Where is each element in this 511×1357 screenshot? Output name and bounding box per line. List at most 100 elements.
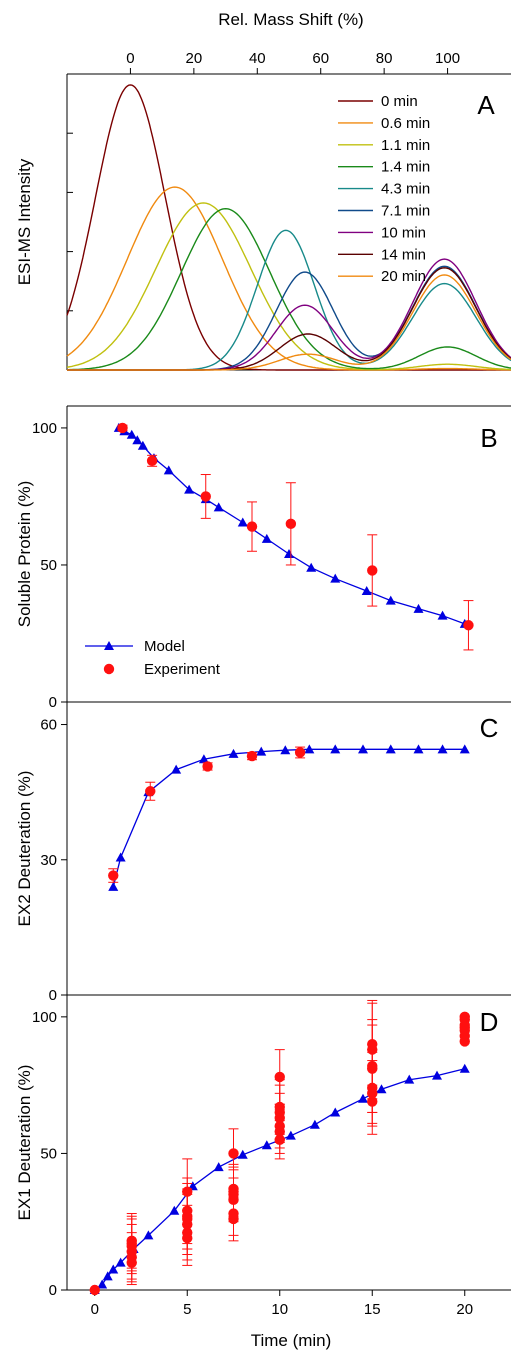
panel-c-y-tick-label: 30 <box>40 852 57 869</box>
panel-d-model-point-14 <box>330 1107 341 1117</box>
panel-a-legend-label-4: 4.3 min <box>381 181 430 198</box>
panel-c-model-point-5 <box>228 748 239 758</box>
panel-c-experiment-point-1 <box>145 786 156 797</box>
panel-b-model-point-3 <box>132 435 143 445</box>
panel-c-model-point-6 <box>256 746 267 756</box>
panel-d-x-tick-label: 20 <box>456 1301 473 1318</box>
panel-d-letter: D <box>480 1007 499 1037</box>
panel-b-letter: B <box>480 423 497 453</box>
panel-a-mass-spectra: 0 20 40 60 80 100 Rel. Mass Shift (%) ESI-MS In… <box>15 10 511 371</box>
panel-a-x-tick-label: 0 <box>126 50 134 67</box>
panel-b-model-point-9 <box>213 502 224 512</box>
panel-b-y-tick-label: 0 <box>49 694 57 711</box>
panel-d-model-point-11 <box>261 1140 272 1150</box>
panel-b-model-point-15 <box>361 586 372 595</box>
panel-c-model-point-10 <box>358 744 368 754</box>
panel-d-experiment-point-0 <box>89 1284 100 1296</box>
panel-a-x-tick-label: 20 <box>186 50 203 67</box>
panel-d-model-point-16 <box>376 1084 387 1094</box>
panel-b-experiment-point-1 <box>146 455 158 467</box>
panel-d-model-point-13 <box>309 1119 320 1129</box>
panel-d-x-tick-label: 15 <box>364 1301 381 1318</box>
panel-a-legend-label-7: 14 min <box>381 246 426 263</box>
panel-a-series-line-1 <box>66 186 511 371</box>
panel-b-y-label: Soluble Protein (%) <box>15 481 34 627</box>
panel-b-y-tick-label: 50 <box>40 557 57 574</box>
panel-c-model-point-11 <box>385 744 396 754</box>
panel-b-legend-experiment-marker <box>103 663 115 675</box>
panel-b-model-point-16 <box>385 595 396 605</box>
panel-c-experiment-point-4 <box>294 747 306 758</box>
panel-d-experiment-point-6 <box>126 1235 137 1247</box>
panel-b-y-tick-label: 100 <box>32 420 57 437</box>
panel-b-model-point-14 <box>330 573 341 583</box>
panel-c-model-point-9 <box>330 744 341 754</box>
panel-d-x-tick-label: 0 <box>91 1301 99 1318</box>
panel-b-model-point-11 <box>261 533 272 543</box>
panel-d-model-point-1 <box>97 1279 108 1289</box>
panel-a-legend-label-2: 1.1 min <box>381 137 430 154</box>
panel-d-experiment-point-19 <box>228 1183 239 1195</box>
panel-d-model-point-4 <box>115 1257 126 1267</box>
panel-a-series-line-4 <box>67 229 511 371</box>
panel-a-legend-label-0: 0 min <box>381 93 418 110</box>
panel-b-legend-model-label: Model <box>144 638 185 655</box>
panel-c-model-point-3 <box>171 764 182 774</box>
panel-d-model-point-19 <box>459 1063 470 1073</box>
panel-b-experiment-point-5 <box>367 565 378 576</box>
panel-a-legend-label-1: 0.6 min <box>381 115 430 132</box>
panel-d-model-point-18 <box>432 1070 442 1080</box>
panel-b-model-point-10 <box>237 517 248 527</box>
panel-c-model-line <box>112 748 465 887</box>
panel-c-y-tick-label: 0 <box>49 987 57 1004</box>
panel-d-y-tick-label: 100 <box>32 1009 57 1026</box>
panel-c-model-point-8 <box>304 744 315 754</box>
panel-c-y-tick-label: 60 <box>40 717 57 734</box>
panel-a-x-label: Rel. Mass Shift (%) <box>218 10 363 29</box>
panel-d-y-tick-label: 0 <box>49 1282 57 1299</box>
panel-c-model-point-1 <box>115 852 126 862</box>
panel-d-model-point-7 <box>169 1205 180 1215</box>
panel-d-model-point-6 <box>143 1230 154 1240</box>
panel-b-model-point-13 <box>306 562 317 572</box>
panel-d-model-point-12 <box>285 1130 296 1140</box>
panel-d-x-tick-label: 5 <box>183 1301 191 1318</box>
panel-d-model-point-9 <box>213 1162 224 1172</box>
panel-d-y-label: EX1 Deuteration (%) <box>15 1065 34 1221</box>
panel-b-experiment-point-0 <box>117 422 128 434</box>
panel-b-model-point-4 <box>137 440 148 450</box>
panel-d-experiment-point-13 <box>182 1186 193 1197</box>
panel-a-legend-label-3: 1.4 min <box>381 159 430 176</box>
panel-a-series-line-3 <box>67 207 511 371</box>
panel-a-series-line-6 <box>67 258 511 371</box>
panel-c-model-point-0 <box>108 881 119 891</box>
panel-d-model-point-10 <box>237 1149 248 1159</box>
panel-a-legend-label-5: 7.1 min <box>381 203 430 220</box>
panel-d-x-tick-label: 10 <box>271 1301 288 1318</box>
panel-a-series-line-5 <box>67 265 511 371</box>
panel-c-y-label: EX2 Deuteration (%) <box>15 771 34 927</box>
panel-b-experiment-point-6 <box>463 620 474 631</box>
panel-d-model-point-2 <box>102 1271 113 1281</box>
panel-c-model-point-4 <box>198 754 209 764</box>
panel-a-legend-label-6: 10 min <box>381 224 426 241</box>
panel-c-model-point-13 <box>437 744 448 754</box>
panel-b-soluble-protein: 0 50 100 Soluble Protein (%) B Model Experimen… <box>15 405 511 711</box>
panel-d-y-tick-label: 50 <box>40 1145 57 1162</box>
panel-a-legend-label-8: 20 min <box>381 268 426 285</box>
panel-a-x-tick-label: 40 <box>249 50 266 67</box>
panel-d-model-point-15 <box>358 1093 368 1103</box>
panel-b-model-point-7 <box>184 484 195 494</box>
panel-c-letter: C <box>480 713 499 743</box>
panel-a-x-tick-label: 80 <box>376 50 393 67</box>
panel-b-experiment-point-2 <box>200 491 211 502</box>
panel-a-series-line-2 <box>66 202 511 371</box>
panel-b-experiment-point-3 <box>246 521 258 532</box>
panel-b-model-point-17 <box>413 603 424 613</box>
panel-d-experiment-point-34 <box>367 1038 378 1050</box>
panel-c-experiment-point-0 <box>108 870 119 881</box>
panel-c-model-point-7 <box>280 745 291 755</box>
panel-d-experiment-point-41 <box>459 1011 470 1023</box>
panel-b-legend-model-marker <box>104 641 114 650</box>
